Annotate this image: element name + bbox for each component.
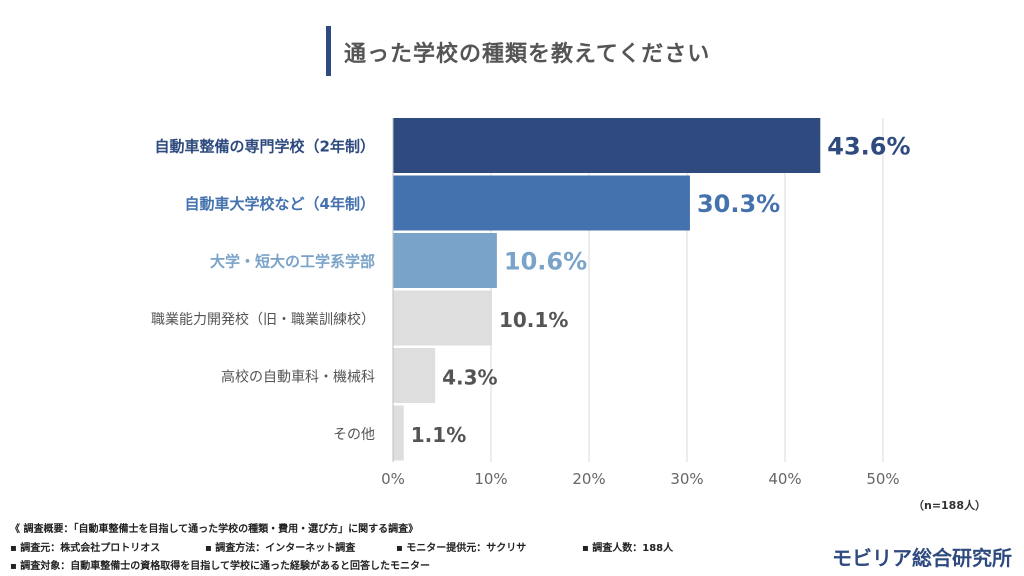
bar xyxy=(393,348,436,403)
data-label: 10.1% xyxy=(499,308,568,332)
data-label: 30.3% xyxy=(697,190,780,218)
data-label: 4.3% xyxy=(442,366,497,390)
chart-title: 通った学校の種類を教えてください xyxy=(344,42,711,67)
category-label: 自動車大学校など（4年制） xyxy=(185,195,375,213)
bar xyxy=(393,405,404,461)
x-tick-label: 0% xyxy=(381,470,405,488)
x-tick-label: 50% xyxy=(866,470,899,488)
bar xyxy=(393,118,821,173)
x-tick-label: 40% xyxy=(768,470,801,488)
data-label: 43.6% xyxy=(827,133,910,161)
sample-size: （n=188人） xyxy=(912,499,986,512)
category-label: その他 xyxy=(333,427,375,443)
category-label: 職業能力開発校（旧・職業訓練校） xyxy=(151,311,375,328)
bar xyxy=(393,290,492,346)
data-label: 10.6% xyxy=(504,248,587,276)
bar xyxy=(393,233,497,288)
note-count: ▪ 調査人数：188人 xyxy=(582,543,674,554)
bar xyxy=(393,175,690,231)
note-method: ▪ 調査方法：インターネット調査 xyxy=(205,543,356,554)
x-tick-label: 20% xyxy=(572,470,605,488)
note-source: ▪ 調査元：株式会社プロトリオス xyxy=(10,543,161,554)
data-label: 1.1% xyxy=(411,423,466,447)
x-tick-label: 30% xyxy=(670,470,703,488)
category-label: 高校の自動車科・機械科 xyxy=(221,369,375,386)
brand-logo: モビリア総合研究所 xyxy=(832,546,1012,570)
bar-chart: 0% 10% 20% 30% 40% 50% 自動車整備の専門学校（2年制） 43.6% 自動車… xyxy=(151,118,911,488)
note-overview: 《 調査概要：「自動車整備士を目指して通った学校の種類・費用・選び方」に関する調… xyxy=(10,524,419,535)
note-monitor: ▪ モニター提供元：サクリサ xyxy=(396,543,527,554)
category-label: 自動車整備の専門学校（2年制） xyxy=(155,138,375,156)
x-tick-label: 10% xyxy=(474,470,507,488)
title-accent-bar xyxy=(326,26,331,76)
category-label: 大学・短大の工学系学部 xyxy=(210,253,375,271)
note-target: ▪ 調査対象：自動車整備士の資格取得を目指して学校に通った経験があると回答したモ… xyxy=(10,561,430,572)
